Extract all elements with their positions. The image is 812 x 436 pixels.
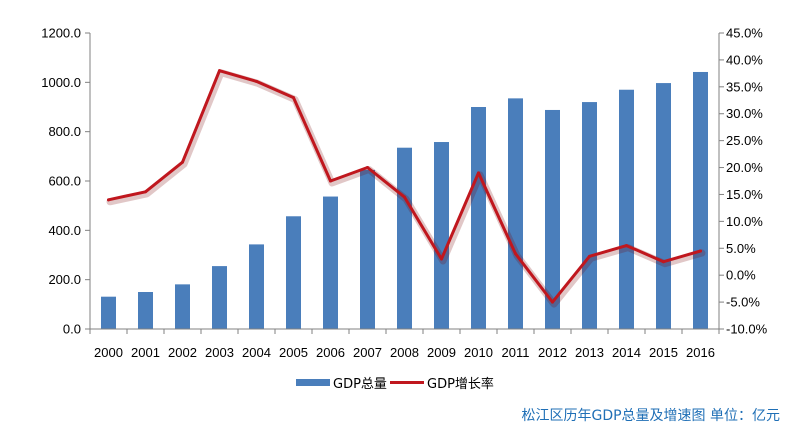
- right-tick-label: 20.0%: [726, 160, 763, 175]
- growth-point-2000: [107, 198, 110, 202]
- bar-2000: [101, 296, 116, 329]
- x-tick-label: 2002: [168, 345, 197, 360]
- right-tick-label: 25.0%: [726, 133, 763, 148]
- growth-point-2010: [477, 171, 480, 175]
- growth-point-2012: [551, 300, 554, 304]
- right-tick-label: 30.0%: [726, 106, 763, 121]
- bar-2008: [397, 147, 412, 329]
- x-tick-label: 2005: [279, 345, 308, 360]
- ticks-layer: 0.0 200.0 400.0 600.0 800.0 1000.0 1200.0 -10.0…: [41, 26, 767, 361]
- x-tick-label: 2008: [390, 345, 419, 360]
- legend-label-gdp-total: GDP总量: [333, 377, 387, 392]
- growth-point-2011: [514, 252, 517, 256]
- growth-point-2015: [662, 260, 665, 264]
- right-tick-label: 15.0%: [726, 187, 763, 202]
- bar-2013: [582, 102, 597, 329]
- growth-point-2007: [366, 166, 369, 170]
- bar-2015: [656, 83, 671, 329]
- legend-label-gdp-growth: GDP增长率: [427, 376, 494, 392]
- x-tick-label: 2001: [131, 345, 160, 360]
- x-tick-label: 2016: [686, 345, 715, 360]
- x-tick-label: 2010: [464, 345, 493, 360]
- x-tick-label: 2009: [427, 345, 456, 360]
- bar-2011: [508, 98, 523, 329]
- growth-point-2002: [181, 160, 184, 164]
- bar-2003: [212, 266, 227, 329]
- left-tick-label: 400.0: [48, 223, 81, 238]
- x-tick-label: 2007: [353, 345, 382, 360]
- right-tick-label: 35.0%: [726, 79, 763, 94]
- bar-2004: [249, 244, 264, 329]
- line-layer: [106, 69, 706, 308]
- x-tick-label: 2011: [502, 345, 530, 360]
- growth-point-2004: [255, 79, 258, 83]
- legend: GDP总量 GDP增长率: [296, 376, 494, 392]
- chart-caption: 松江区历年GDP总量及增速图 单位：亿元: [521, 408, 780, 424]
- left-tick-label: 600.0: [48, 174, 81, 189]
- growth-point-2016: [699, 249, 702, 253]
- right-tick-label: 10.0%: [726, 214, 763, 229]
- right-tick-label: -10.0%: [726, 322, 768, 337]
- growth-point-2013: [588, 254, 591, 258]
- bar-2010: [471, 107, 486, 329]
- x-tick-label: 2004: [242, 345, 271, 360]
- x-tick-label: 2015: [649, 345, 678, 360]
- growth-point-2003: [218, 69, 221, 73]
- left-tick-label: 0.0: [63, 322, 81, 337]
- x-tick-label: 2006: [316, 345, 345, 360]
- left-tick-label: 1000.0: [41, 75, 81, 90]
- bar-2001: [138, 292, 153, 329]
- x-tick-label: 2014: [612, 345, 641, 360]
- right-tick-label: 0.0%: [726, 268, 756, 283]
- legend-swatch-gdp-total: [296, 379, 330, 386]
- growth-point-2008: [403, 195, 406, 199]
- left-tick-label: 800.0: [48, 124, 81, 139]
- x-tick-label: 2000: [94, 345, 123, 360]
- right-tick-label: 45.0%: [726, 26, 763, 41]
- bar-2016: [693, 71, 708, 330]
- x-tick-label: 2003: [205, 345, 234, 360]
- growth-point-2005: [292, 96, 295, 100]
- growth-point-2009: [440, 257, 443, 261]
- left-tick-label: 1200.0: [41, 26, 81, 41]
- x-tick-label: 2013: [575, 345, 604, 360]
- bar-2006: [323, 196, 338, 329]
- bar-2007: [360, 169, 375, 329]
- bar-2002: [175, 284, 190, 329]
- right-tick-label: 40.0%: [726, 52, 763, 67]
- left-tick-label: 200.0: [48, 272, 81, 287]
- x-tick-label: 2012: [538, 345, 567, 360]
- bar-2014: [619, 89, 634, 329]
- bar-2012: [545, 109, 560, 330]
- bar-2009: [434, 142, 449, 329]
- right-tick-label: -5.0%: [726, 295, 760, 310]
- bar-2005: [286, 216, 301, 329]
- right-tick-label: 5.0%: [726, 241, 756, 256]
- growth-point-2014: [625, 244, 628, 248]
- growth-point-2006: [329, 179, 332, 183]
- growth-point-2001: [144, 190, 147, 194]
